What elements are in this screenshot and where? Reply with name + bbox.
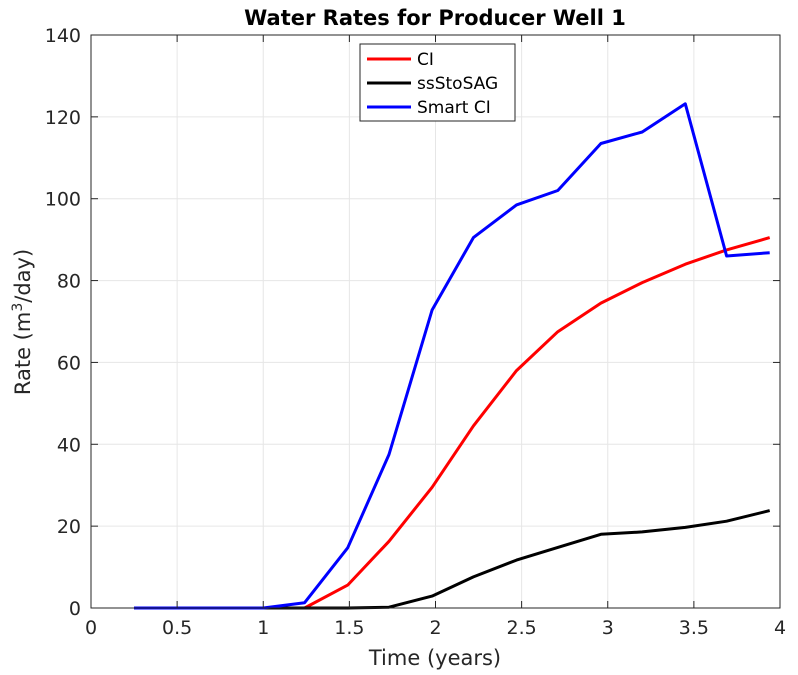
- y-tick-label: 80: [57, 271, 81, 293]
- x-tick-label: 2: [429, 617, 441, 639]
- x-tick-label: 4: [774, 617, 786, 639]
- y-tick-label: 20: [57, 516, 81, 538]
- y-axis-label-prefix: Rate (m: [11, 312, 35, 395]
- y-tick-labels: 0 20 40 60 80 100 120 140: [45, 25, 81, 620]
- axis-ticks: [90, 34, 781, 609]
- y-tick-label: 120: [45, 107, 81, 129]
- x-tick-label: 3: [602, 617, 614, 639]
- x-tick-label: 1.5: [334, 617, 364, 639]
- y-tick-label: 0: [69, 598, 81, 620]
- y-tick-label: 60: [57, 352, 81, 374]
- legend: CI ssStoSAG Smart CI: [359, 43, 516, 122]
- y-tick-label: 140: [45, 25, 81, 47]
- y-axis-label-superscript: 3: [10, 303, 26, 312]
- x-tick-label: 2.5: [507, 617, 537, 639]
- x-tick-label: 0: [85, 617, 97, 639]
- y-tick-label: 40: [57, 434, 81, 456]
- legend-label-ssstosag: ssStoSAG: [417, 74, 498, 94]
- y-axis-label-suffix: /day): [11, 249, 35, 303]
- chart-title: Water Rates for Producer Well 1: [244, 6, 626, 30]
- y-axis-label: Rate (m3/day): [10, 249, 35, 395]
- x-axis-label: Time (years): [368, 646, 501, 670]
- x-tick-label: 3.5: [679, 617, 709, 639]
- x-tick-labels: 0 0.5 1 1.5 2 2.5 3 3.5 4: [85, 617, 786, 639]
- legend-label-smart-ci: Smart CI: [417, 98, 491, 118]
- x-tick-label: 0.5: [162, 617, 192, 639]
- x-tick-label: 1: [257, 617, 269, 639]
- legend-label-ci: CI: [417, 50, 434, 70]
- y-tick-label: 100: [45, 189, 81, 211]
